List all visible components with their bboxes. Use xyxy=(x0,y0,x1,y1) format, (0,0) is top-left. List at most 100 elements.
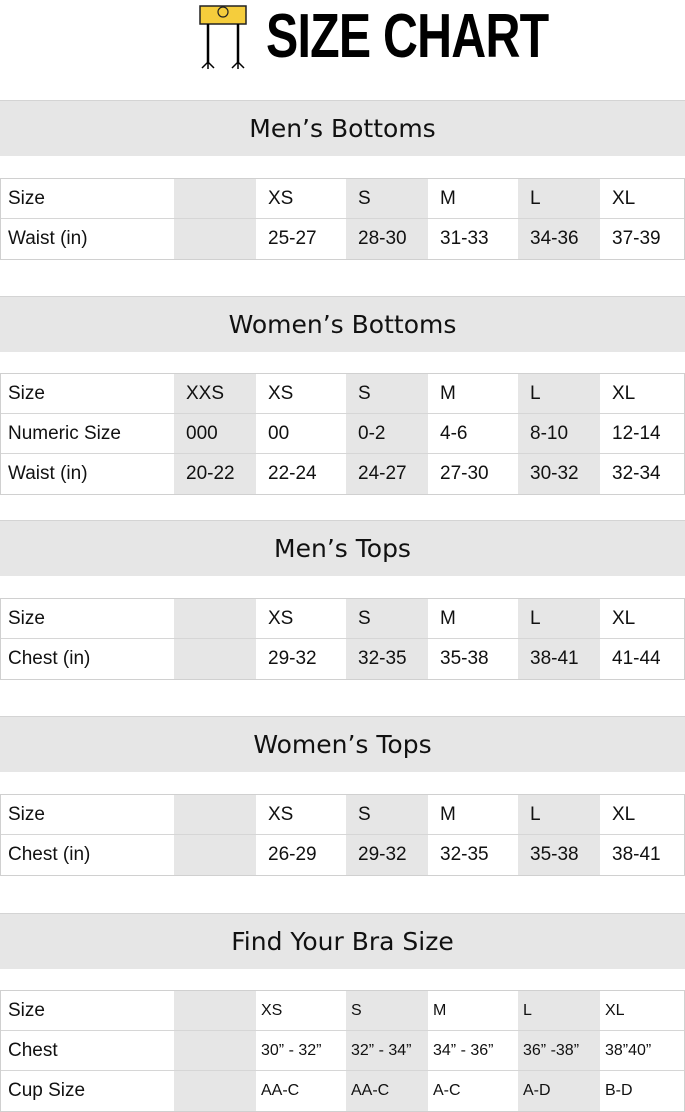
table-cell: 000 xyxy=(174,414,256,453)
table-cell: 32-34 xyxy=(612,463,661,484)
row-label: Size xyxy=(8,803,45,825)
table-cell: L xyxy=(518,179,600,218)
table-cell: XL xyxy=(605,1001,625,1019)
table-row: Size XS S M L XL xyxy=(1,795,684,835)
table-cell: XL xyxy=(612,187,636,209)
row-label: Size xyxy=(8,187,45,209)
table-cell: S xyxy=(346,795,428,834)
row-label: Chest (in) xyxy=(8,648,91,669)
table-row: Waist (in) 20-22 22-24 24-27 27-30 30-32 32-34 xyxy=(1,454,684,494)
table-cell: 29-32 xyxy=(268,648,317,669)
table-cell xyxy=(174,179,256,218)
row-label: Waist (in) xyxy=(8,463,88,484)
table-cell: S xyxy=(346,179,428,218)
table-cell: 25-27 xyxy=(268,228,317,249)
logo-title: SIZE CHART xyxy=(266,2,549,71)
table-cell: A-D xyxy=(518,1071,600,1111)
table-cell: XS xyxy=(268,187,294,209)
table-cell: A-C xyxy=(433,1082,461,1099)
table-cell: L xyxy=(518,599,600,638)
table-cell xyxy=(174,1071,256,1111)
row-label: Chest xyxy=(8,1039,58,1061)
table-cell: M xyxy=(440,187,456,209)
table-cell: 0-2 xyxy=(346,414,428,453)
table-row: Size XS S M L XL xyxy=(1,599,684,639)
section-title-womens-tops: Women’s Tops xyxy=(0,716,685,772)
table-row: Size XXS XS S M L XL xyxy=(1,374,684,414)
table-cell xyxy=(174,639,256,679)
section-title-bra-size: Find Your Bra Size xyxy=(0,913,685,969)
table-cell: 38-41 xyxy=(612,844,661,865)
section-title-womens-bottoms: Women’s Bottoms xyxy=(0,296,685,352)
table-cell: XXS xyxy=(174,374,256,413)
logo-icon xyxy=(199,5,247,69)
table-cell: S xyxy=(346,374,428,413)
table-cell: 32-35 xyxy=(346,639,428,679)
table-cell: L xyxy=(518,795,600,834)
table-cell: 28-30 xyxy=(346,219,428,259)
table-cell: 32-35 xyxy=(440,844,489,865)
table-cell xyxy=(174,835,256,875)
table-cell: 41-44 xyxy=(612,648,661,669)
table-cell: 12-14 xyxy=(612,422,661,444)
table-cell: 34” - 36” xyxy=(433,1041,494,1059)
table-cell: 29-32 xyxy=(346,835,428,875)
table-bra-size: Size XS S M L XL Chest 30” - 32” 32” - 34” 34” - … xyxy=(0,990,685,1112)
table-cell: 37-39 xyxy=(612,228,661,249)
table-cell: B-D xyxy=(605,1082,633,1099)
table-cell: 22-24 xyxy=(268,463,317,484)
table-cell: 32” - 34” xyxy=(346,1031,428,1070)
table-cell: M xyxy=(440,382,456,404)
table-cell: 36” -38” xyxy=(518,1031,600,1070)
table-cell xyxy=(174,599,256,638)
table-mens-bottoms: Size XS S M L XL Waist (in) 25-27 28-30 31-33 34-3… xyxy=(0,178,685,260)
table-cell: 26-29 xyxy=(268,844,317,865)
table-cell: XL xyxy=(612,803,636,825)
table-cell: 31-33 xyxy=(440,228,489,249)
table-cell xyxy=(174,219,256,259)
table-cell: XS xyxy=(268,382,294,404)
table-row: Numeric Size 000 00 0-2 4-6 8-10 12-14 xyxy=(1,414,684,454)
table-row: Chest (in) 26-29 29-32 32-35 35-38 38-41 xyxy=(1,835,684,875)
table-cell: AA-C xyxy=(346,1071,428,1111)
section-title-mens-tops: Men’s Tops xyxy=(0,520,685,576)
table-row: Size XS S M L XL xyxy=(1,991,684,1031)
row-label: Numeric Size xyxy=(8,422,121,444)
table-cell: 35-38 xyxy=(518,835,600,875)
table-womens-bottoms: Size XXS XS S M L XL Numeric Size 000 00 0-2 4-6 8-1… xyxy=(0,373,685,495)
table-cell: 34-36 xyxy=(518,219,600,259)
size-chart-logo: SIZE CHART xyxy=(196,2,549,72)
table-cell: M xyxy=(433,1001,447,1019)
table-row: Size XS S M L XL xyxy=(1,179,684,219)
table-cell: 8-10 xyxy=(518,414,600,453)
table-cell: M xyxy=(440,803,456,825)
table-cell xyxy=(174,1031,256,1070)
table-cell: S xyxy=(346,991,428,1030)
table-cell: 38”40” xyxy=(605,1041,652,1059)
table-cell: XL xyxy=(612,607,636,629)
row-label: Cup Size xyxy=(8,1080,86,1101)
table-cell: L xyxy=(518,991,600,1030)
table-cell: 24-27 xyxy=(346,454,428,494)
table-cell: XS xyxy=(268,607,294,629)
table-cell: 30-32 xyxy=(518,454,600,494)
row-label: Waist (in) xyxy=(8,228,88,249)
table-cell: 20-22 xyxy=(174,454,256,494)
table-cell: 27-30 xyxy=(440,463,489,484)
table-row: Waist (in) 25-27 28-30 31-33 34-36 37-39 xyxy=(1,219,684,259)
section-title-mens-bottoms: Men’s Bottoms xyxy=(0,100,685,156)
row-label: Size xyxy=(8,607,45,629)
table-row: Chest (in) 29-32 32-35 35-38 38-41 41-44 xyxy=(1,639,684,679)
table-row: Chest 30” - 32” 32” - 34” 34” - 36” 36” -38”… xyxy=(1,1031,684,1071)
row-label: Chest (in) xyxy=(8,844,91,865)
table-cell: 4-6 xyxy=(440,422,468,444)
table-cell: 30” - 32” xyxy=(261,1041,322,1059)
row-label: Size xyxy=(8,382,45,404)
table-cell: M xyxy=(440,607,456,629)
table-cell: XL xyxy=(612,382,636,404)
table-cell xyxy=(174,991,256,1030)
table-cell: XS xyxy=(261,1001,283,1019)
table-cell: L xyxy=(518,374,600,413)
table-cell: 00 xyxy=(268,422,290,444)
table-cell: 35-38 xyxy=(440,648,489,669)
